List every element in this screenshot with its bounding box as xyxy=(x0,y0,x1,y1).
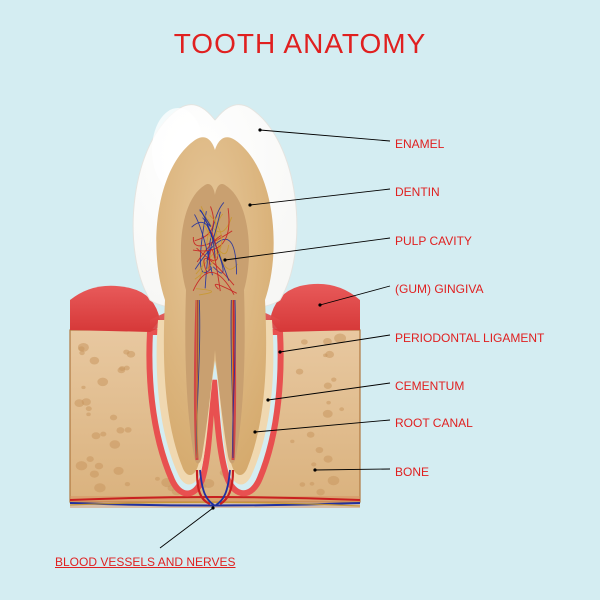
anatomy-label: CEMENTUM xyxy=(395,379,464,393)
anatomy-label: ROOT CANAL xyxy=(395,416,473,430)
anatomy-label: BLOOD VESSELS AND NERVES xyxy=(55,555,236,569)
anatomy-label: BONE xyxy=(395,465,429,479)
leader-line xyxy=(260,130,390,141)
anatomy-label: (GUM) GINGIVA xyxy=(395,282,483,296)
anatomy-label: PULP CAVITY xyxy=(395,234,472,248)
leader-line xyxy=(160,508,213,548)
anatomy-label: ENAMEL xyxy=(395,137,444,151)
diagram-canvas: TOOTH ANATOMY ENAMEL DENTIN PULP CAVITY (GU… xyxy=(0,0,600,600)
tooth-diagram-svg xyxy=(0,0,600,600)
diagram-title: TOOTH ANATOMY xyxy=(0,28,600,60)
anatomy-label: DENTIN xyxy=(395,185,440,199)
anatomy-label: PERIODONTAL LIGAMENT xyxy=(395,331,544,345)
